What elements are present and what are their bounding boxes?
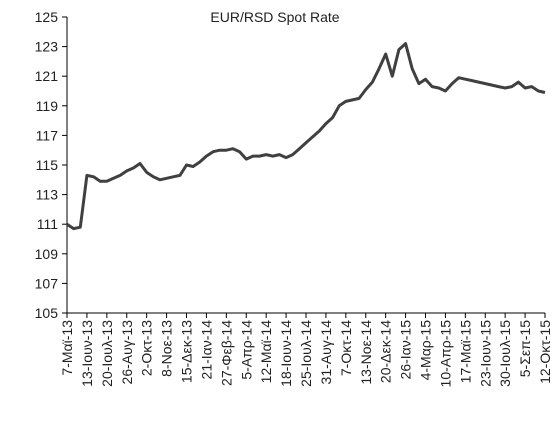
y-tick-label: 115 bbox=[36, 157, 59, 173]
x-tick-label: 21-Ιαν-14 bbox=[198, 320, 214, 380]
x-tick-label: 31-Αυγ-14 bbox=[318, 320, 334, 385]
x-tick-label: 2-Οκτ-13 bbox=[139, 320, 155, 376]
x-tick-label: 4-Μαρ-15 bbox=[418, 320, 434, 381]
x-tick-label: 5-Σεπ-15 bbox=[517, 320, 533, 377]
y-tick-label: 105 bbox=[35, 305, 59, 321]
y-tick-label: 117 bbox=[36, 127, 59, 143]
y-tick-label: 107 bbox=[35, 275, 59, 291]
x-tick-label: 8-Νοε-13 bbox=[159, 320, 175, 377]
chart-title: EUR/RSD Spot Rate bbox=[210, 9, 339, 25]
x-tick-label: 13-Ιουν-13 bbox=[79, 320, 95, 387]
x-tick-label: 20-Ιουλ-13 bbox=[99, 320, 115, 387]
y-tick-label: 123 bbox=[35, 39, 59, 55]
x-tick-label: 17-Μαϊ-15 bbox=[457, 320, 473, 384]
x-tick-label: 26-Αυγ-13 bbox=[119, 320, 135, 385]
line bbox=[66, 42, 546, 231]
x-tick-label: 27-Φεβ-14 bbox=[218, 320, 234, 386]
x-tick-label: 18-Ιουν-14 bbox=[278, 320, 294, 387]
x-tick-label: 10-Απρ-15 bbox=[437, 320, 453, 388]
x-tick-label: 30-Ιουλ-15 bbox=[497, 320, 513, 387]
y-tick-label: 121 bbox=[35, 68, 59, 84]
x-tick-label: 13-Νοε-14 bbox=[358, 320, 374, 385]
y-tick-label: 125 bbox=[35, 9, 59, 25]
x-tick-label: 12-Μαϊ-14 bbox=[258, 320, 274, 384]
x-tick-label: 15-Δεκ-13 bbox=[179, 320, 195, 383]
y-tick-label: 109 bbox=[35, 246, 59, 262]
x-tick-label: 26-Ιαν-15 bbox=[398, 320, 414, 380]
x-tick-label: 7-Μαϊ-13 bbox=[59, 320, 75, 376]
x-tick-label: 12-Οκτ-15 bbox=[537, 320, 553, 384]
x-tick-label: 5-Απρ-14 bbox=[238, 320, 254, 380]
x-tick-label: 20-Δεκ-14 bbox=[378, 320, 394, 383]
y-tick-label: 113 bbox=[36, 187, 59, 203]
x-tick-label: 25-Ιουλ-14 bbox=[298, 320, 314, 387]
x-tick-label: 7-Οκτ-14 bbox=[338, 320, 354, 376]
x-tick-label: 23-Ιουν-15 bbox=[477, 320, 493, 387]
y-tick-label: 119 bbox=[36, 98, 59, 114]
y-tick-label: 111 bbox=[37, 216, 58, 232]
